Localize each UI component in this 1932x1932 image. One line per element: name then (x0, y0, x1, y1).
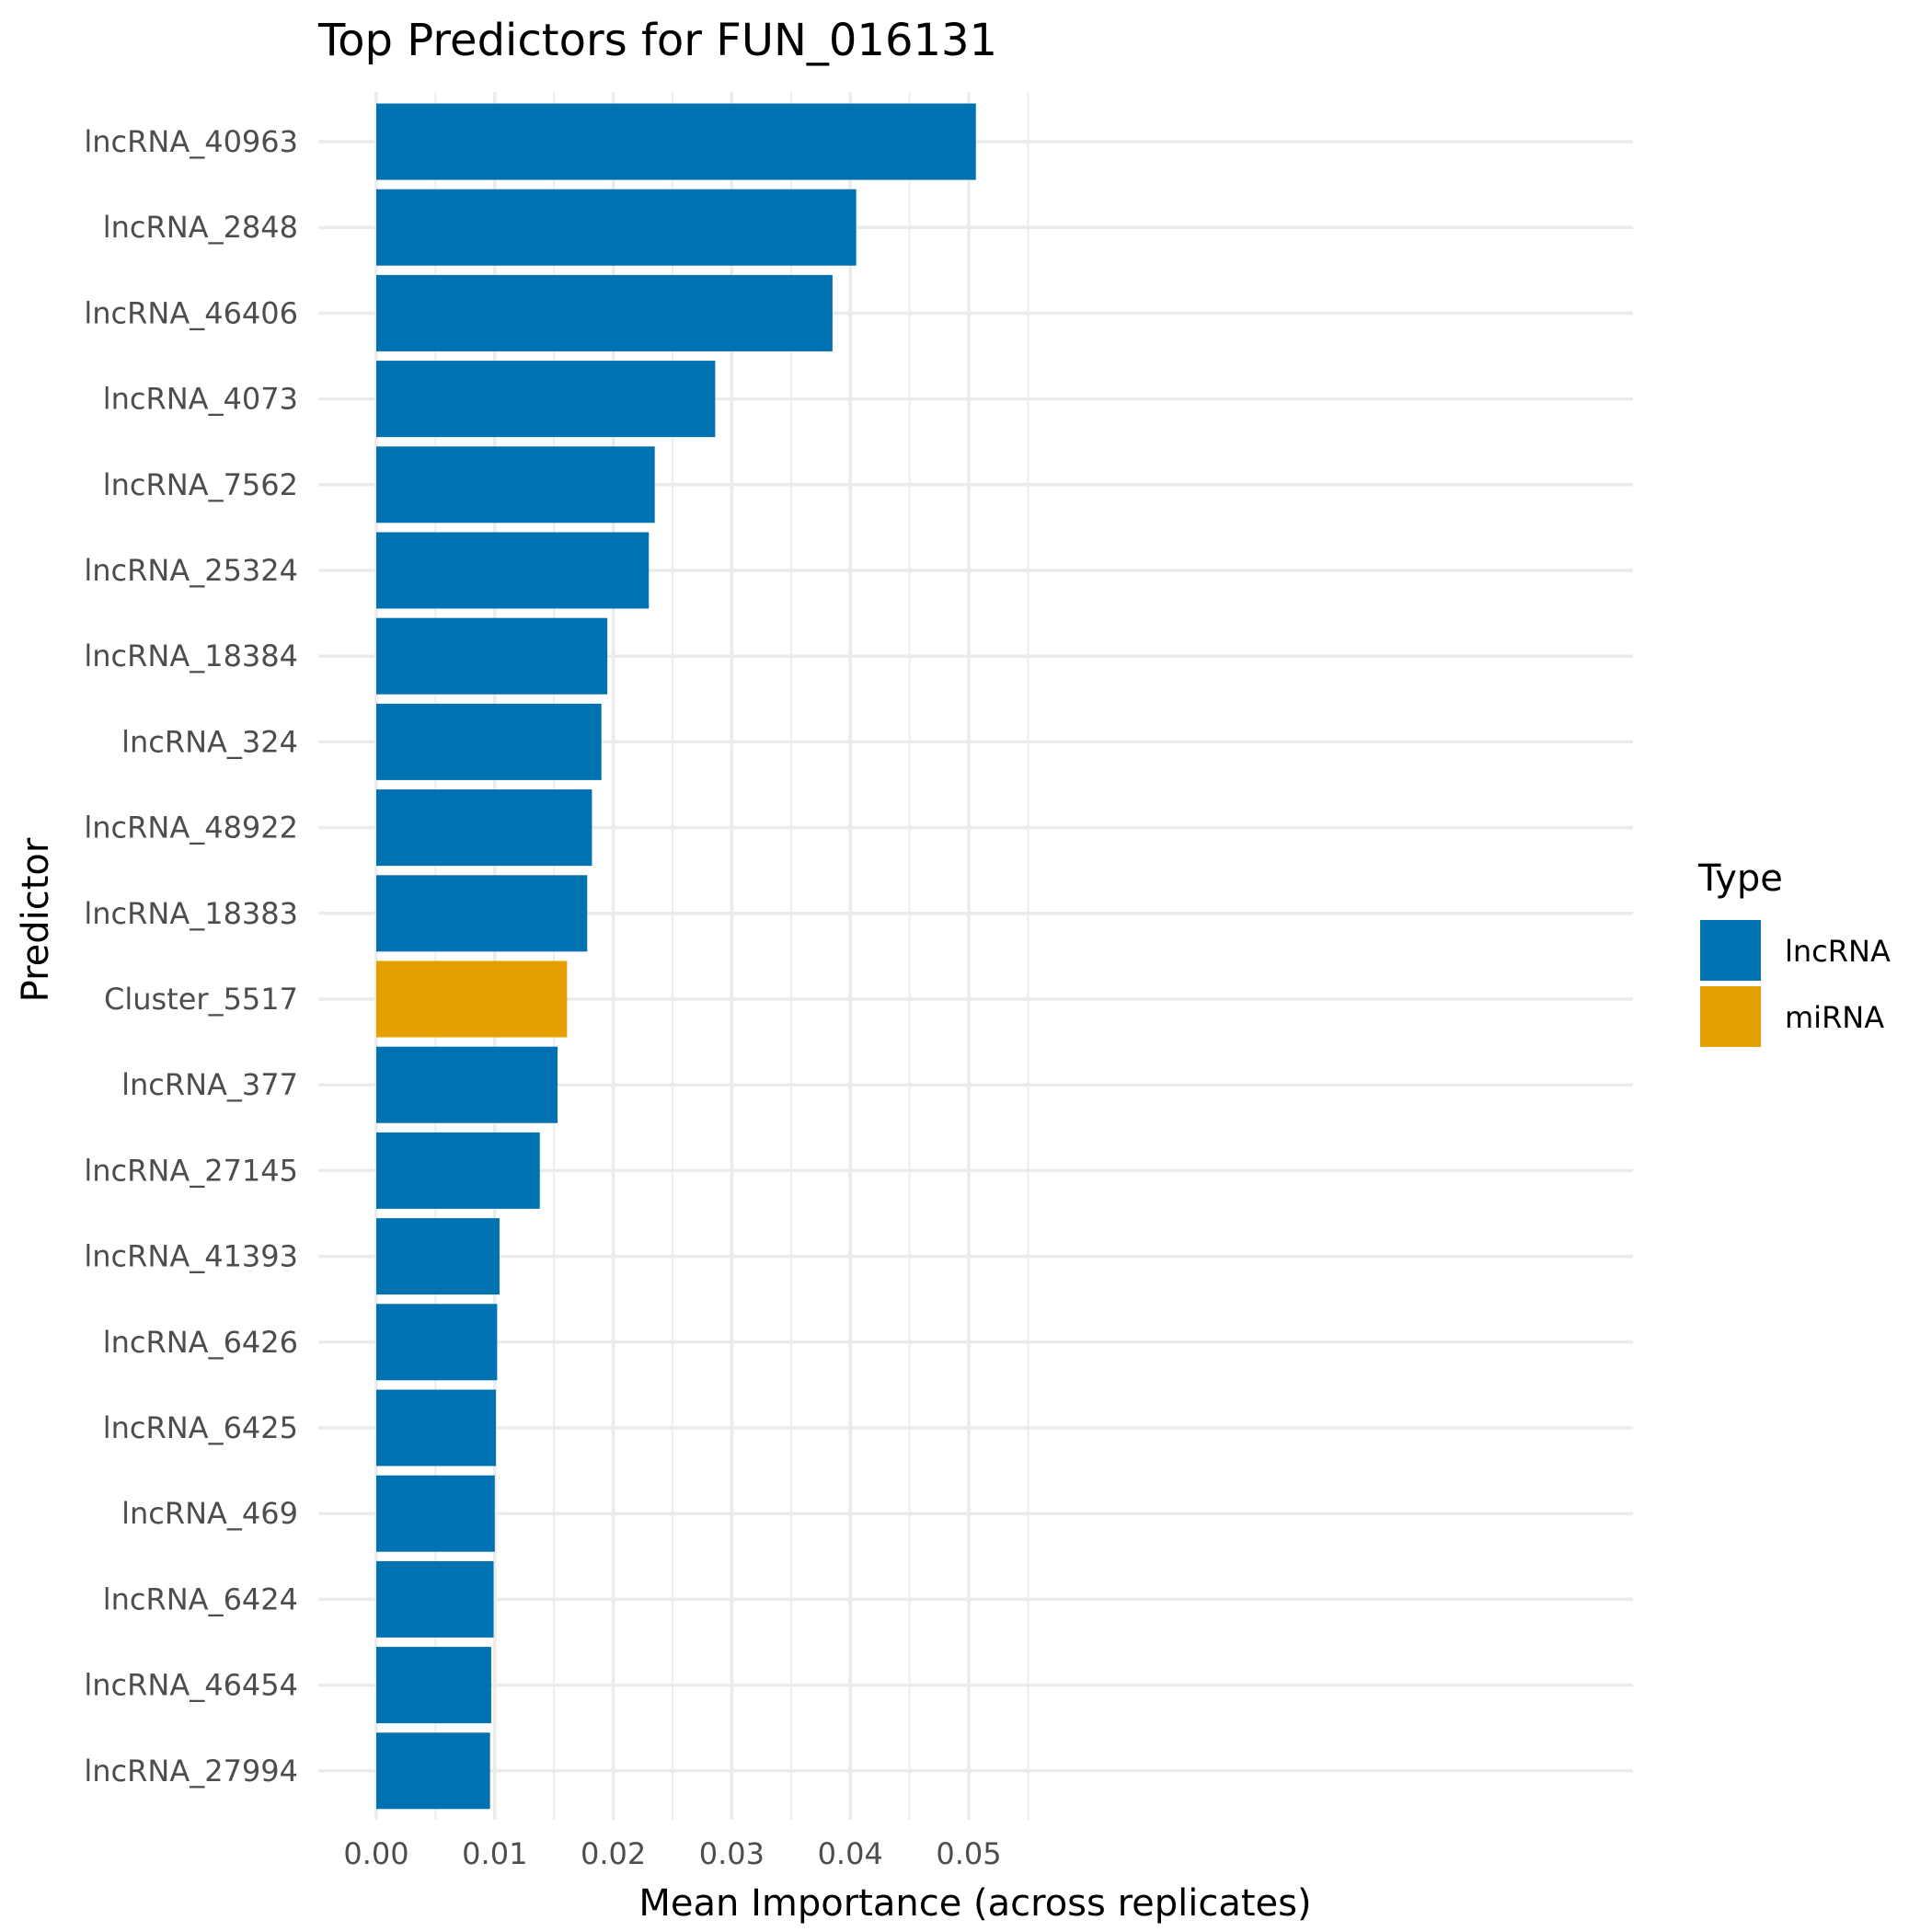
bar-lncrna-377 (376, 1046, 558, 1123)
y-axis-tick-labels: lncRNA_40963 lncRNA_2848 lncRNA_46406 lncRN… (84, 124, 298, 1788)
bar-lncrna-6425 (376, 1389, 497, 1466)
y-tick-label: lncRNA_27145 (84, 1153, 298, 1188)
legend-label-mirna: miRNA (1785, 1000, 1884, 1035)
y-tick-label: lncRNA_41393 (84, 1239, 298, 1274)
legend-label-lncrna: lncRNA (1785, 934, 1891, 969)
x-axis-tick-labels: 0.00 0.01 0.02 0.03 0.04 0.05 (343, 1836, 1001, 1871)
x-tick-label: 0.05 (936, 1836, 1001, 1871)
y-tick-label: lncRNA_25324 (84, 553, 298, 588)
y-tick-label: lncRNA_377 (121, 1067, 298, 1102)
legend: Type lncRNA miRNA (1697, 857, 1891, 1047)
legend-key-mirna (1700, 986, 1761, 1047)
bar-lncrna-27994 (376, 1732, 490, 1810)
y-tick-label: lncRNA_4073 (103, 382, 298, 417)
x-axis-title: Mean Importance (across replicates) (638, 1882, 1311, 1925)
bar-lncrna-46454 (376, 1647, 491, 1724)
y-tick-label: lncRNA_324 (121, 724, 298, 759)
y-tick-label: lncRNA_18384 (84, 638, 298, 673)
y-tick-label: lncRNA_18383 (84, 896, 298, 931)
y-tick-label: lncRNA_6426 (103, 1325, 298, 1360)
y-tick-label: lncRNA_7562 (103, 467, 298, 502)
bar-lncrna-7562 (376, 446, 655, 523)
bar-lncrna-2848 (376, 189, 857, 266)
y-tick-label: lncRNA_2848 (103, 210, 298, 245)
x-tick-label: 0.00 (343, 1836, 408, 1871)
y-tick-label: lncRNA_6424 (103, 1581, 298, 1616)
y-tick-label: lncRNA_46454 (84, 1668, 298, 1703)
y-tick-label: lncRNA_469 (121, 1496, 298, 1531)
x-tick-label: 0.01 (462, 1836, 527, 1871)
bar-lncrna-41393 (376, 1218, 500, 1295)
y-tick-label: lncRNA_6425 (103, 1410, 298, 1445)
y-tick-label: lncRNA_27994 (84, 1754, 298, 1788)
x-tick-label: 0.02 (581, 1836, 646, 1871)
bar-lncrna-469 (376, 1475, 495, 1552)
y-tick-label: lncRNA_48922 (84, 811, 298, 845)
bars (376, 103, 976, 1810)
bar-lncrna-40963 (376, 103, 976, 180)
bar-lncrna-18383 (376, 875, 588, 952)
bar-lncrna-6426 (376, 1304, 498, 1381)
y-tick-label: lncRNA_46406 (84, 295, 298, 330)
bar-lncrna-18384 (376, 617, 608, 695)
y-tick-label: Cluster_5517 (104, 982, 298, 1017)
y-tick-label: lncRNA_40963 (84, 124, 298, 159)
x-tick-label: 0.03 (699, 1836, 765, 1871)
bar-lncrna-25324 (376, 532, 650, 609)
bar-lncrna-48922 (376, 789, 592, 867)
legend-title: Type (1697, 857, 1783, 900)
legend-key-lncrna (1700, 920, 1761, 981)
bar-lncrna-324 (376, 703, 602, 780)
x-tick-label: 0.04 (818, 1836, 883, 1871)
y-axis-title: Predictor (15, 837, 57, 1002)
chart-title: Top Predictors for FUN_016131 (317, 15, 997, 66)
bar-lncrna-6424 (376, 1560, 494, 1638)
bar-cluster-5517 (376, 960, 568, 1038)
bar-lncrna-27145 (376, 1132, 540, 1209)
bar-lncrna-46406 (376, 274, 833, 351)
bar-lncrna-4073 (376, 361, 716, 438)
